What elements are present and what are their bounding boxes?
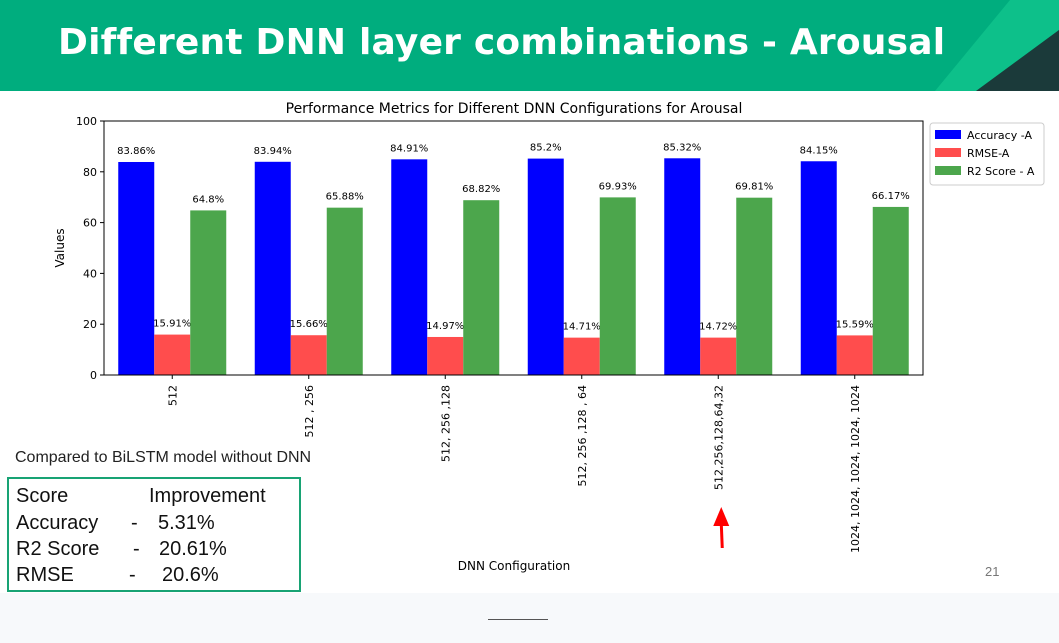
y-tick-label: 100: [76, 115, 97, 128]
bar-value-label: 69.81%: [735, 182, 773, 193]
bar-group: 83.94% 15.66% 65.88%: [254, 146, 364, 375]
bar: [563, 337, 600, 375]
bar: [872, 206, 909, 375]
red-arrow-annotation: [713, 507, 730, 549]
bar-value-label: 65.88%: [326, 192, 364, 203]
plot-frame: [103, 120, 924, 376]
bar-group: 85.2% 14.71% 69.93%: [527, 143, 637, 375]
y-tick-label: 60: [83, 217, 97, 230]
bar: [326, 207, 363, 375]
x-tick-label: 512, 256 ,128: [439, 385, 452, 462]
bar-value-label: 14.71%: [563, 322, 601, 333]
y-tick-label: 0: [90, 369, 97, 382]
bar: [527, 158, 564, 375]
x-axis-tick-labels: 512 512 , 256 512, 256 ,128 512, 256 ,128 ,…: [166, 375, 862, 553]
bar: [836, 335, 873, 375]
x-axis-label: DNN Configuration: [458, 559, 570, 573]
bar-group: 84.15% 15.59% 66.17%: [800, 145, 910, 375]
x-tick-label: 512: [166, 385, 179, 406]
bar: [700, 337, 737, 375]
bar-value-label: 84.91%: [390, 143, 428, 154]
bar: [290, 335, 327, 375]
bar-value-label: 15.66%: [290, 319, 328, 330]
y-tick-label: 20: [83, 318, 97, 331]
legend-label: Accuracy -A: [967, 129, 1032, 142]
bar-value-label: 85.2%: [530, 143, 562, 154]
bar-group: 83.86% 15.91% 64.8%: [117, 146, 227, 375]
y-tick-label: 40: [83, 267, 97, 280]
x-tick-label: 512 , 256: [303, 385, 316, 437]
bar: [427, 336, 464, 375]
title-banner: Different DNN layer combinations - Arous…: [0, 0, 1059, 91]
bar-group: 84.91% 14.97% 68.82%: [390, 143, 500, 375]
metric-dash: -: [129, 564, 136, 586]
bar-groups: 83.86% 15.91% 64.8% 83.94% 15.66% 65.88% 84.91…: [117, 142, 910, 375]
bar: [254, 161, 291, 375]
metric-name: RMSE: [16, 564, 74, 586]
y-tick-label: 80: [83, 166, 97, 179]
improvement-table: Score Improvement Accuracy - 5.31% R2 Sc…: [7, 477, 301, 592]
x-tick-label: 512, 256 ,128 , 64: [576, 385, 589, 486]
metric-improvement: 20.61%: [159, 538, 227, 560]
bar: [154, 334, 191, 375]
footer-divider: [488, 619, 548, 620]
bar-value-label: 68.82%: [462, 184, 500, 195]
chart-legend: Accuracy -A RMSE-A R2 Score - A: [929, 122, 1045, 186]
metric-dash: -: [131, 512, 138, 534]
bar-value-label: 85.32%: [663, 142, 701, 153]
bar-value-label: 69.93%: [599, 181, 637, 192]
bar-value-label: 15.59%: [836, 319, 874, 330]
metric-improvement: 20.6%: [162, 564, 219, 586]
metric-name: R2 Score: [16, 538, 100, 560]
legend-label: RMSE-A: [967, 147, 1010, 160]
banner-stripes-graphic: [935, 0, 1059, 91]
arrow-shaft: [719, 522, 724, 549]
bar: [118, 161, 155, 375]
legend-label: R2 Score - A: [967, 165, 1035, 178]
legend-swatch: [935, 166, 961, 175]
bar-value-label: 14.72%: [699, 322, 737, 333]
metric-dash: -: [133, 538, 140, 560]
bar-group: 85.32% 14.72% 69.81%: [663, 142, 773, 375]
y-axis: 0 20 40 60 80 100: [76, 115, 104, 382]
performance-chart: Performance Metrics for Different DNN Co…: [53, 101, 1045, 573]
y-axis-label: Values: [53, 228, 67, 267]
arrow-head: [713, 507, 730, 526]
improvement-header: Improvement: [149, 485, 266, 507]
chart-title: Performance Metrics for Different DNN Co…: [286, 101, 743, 117]
page-number: 21: [985, 564, 1000, 579]
x-tick-label: 1024, 1024, 1024, 1024, 1024: [849, 385, 862, 553]
bar-value-label: 66.17%: [872, 191, 910, 202]
comparison-note: Compared to BiLSTM model without DNN: [15, 449, 312, 466]
metric-name: Accuracy: [16, 512, 99, 534]
score-header: Score: [16, 485, 69, 507]
bar: [190, 210, 227, 375]
bar: [391, 159, 428, 375]
bar-value-label: 83.94%: [254, 146, 292, 157]
bar-value-label: 15.91%: [153, 319, 191, 330]
x-tick-label: 512,256,128,64,32: [712, 385, 725, 490]
legend-swatch: [935, 130, 961, 139]
metric-improvement: 5.31%: [158, 512, 215, 534]
bar: [664, 158, 701, 375]
footer-band: [0, 593, 1059, 643]
bar: [736, 197, 773, 375]
legend-swatch: [935, 148, 961, 157]
bar: [800, 161, 837, 375]
bar-value-label: 83.86%: [117, 146, 155, 157]
bar: [599, 197, 636, 375]
bar: [463, 200, 500, 375]
bar-value-label: 14.97%: [426, 321, 464, 332]
bar-value-label: 64.8%: [192, 194, 224, 205]
slide-title: Different DNN layer combinations - Arous…: [58, 22, 946, 63]
bar-value-label: 84.15%: [800, 145, 838, 156]
